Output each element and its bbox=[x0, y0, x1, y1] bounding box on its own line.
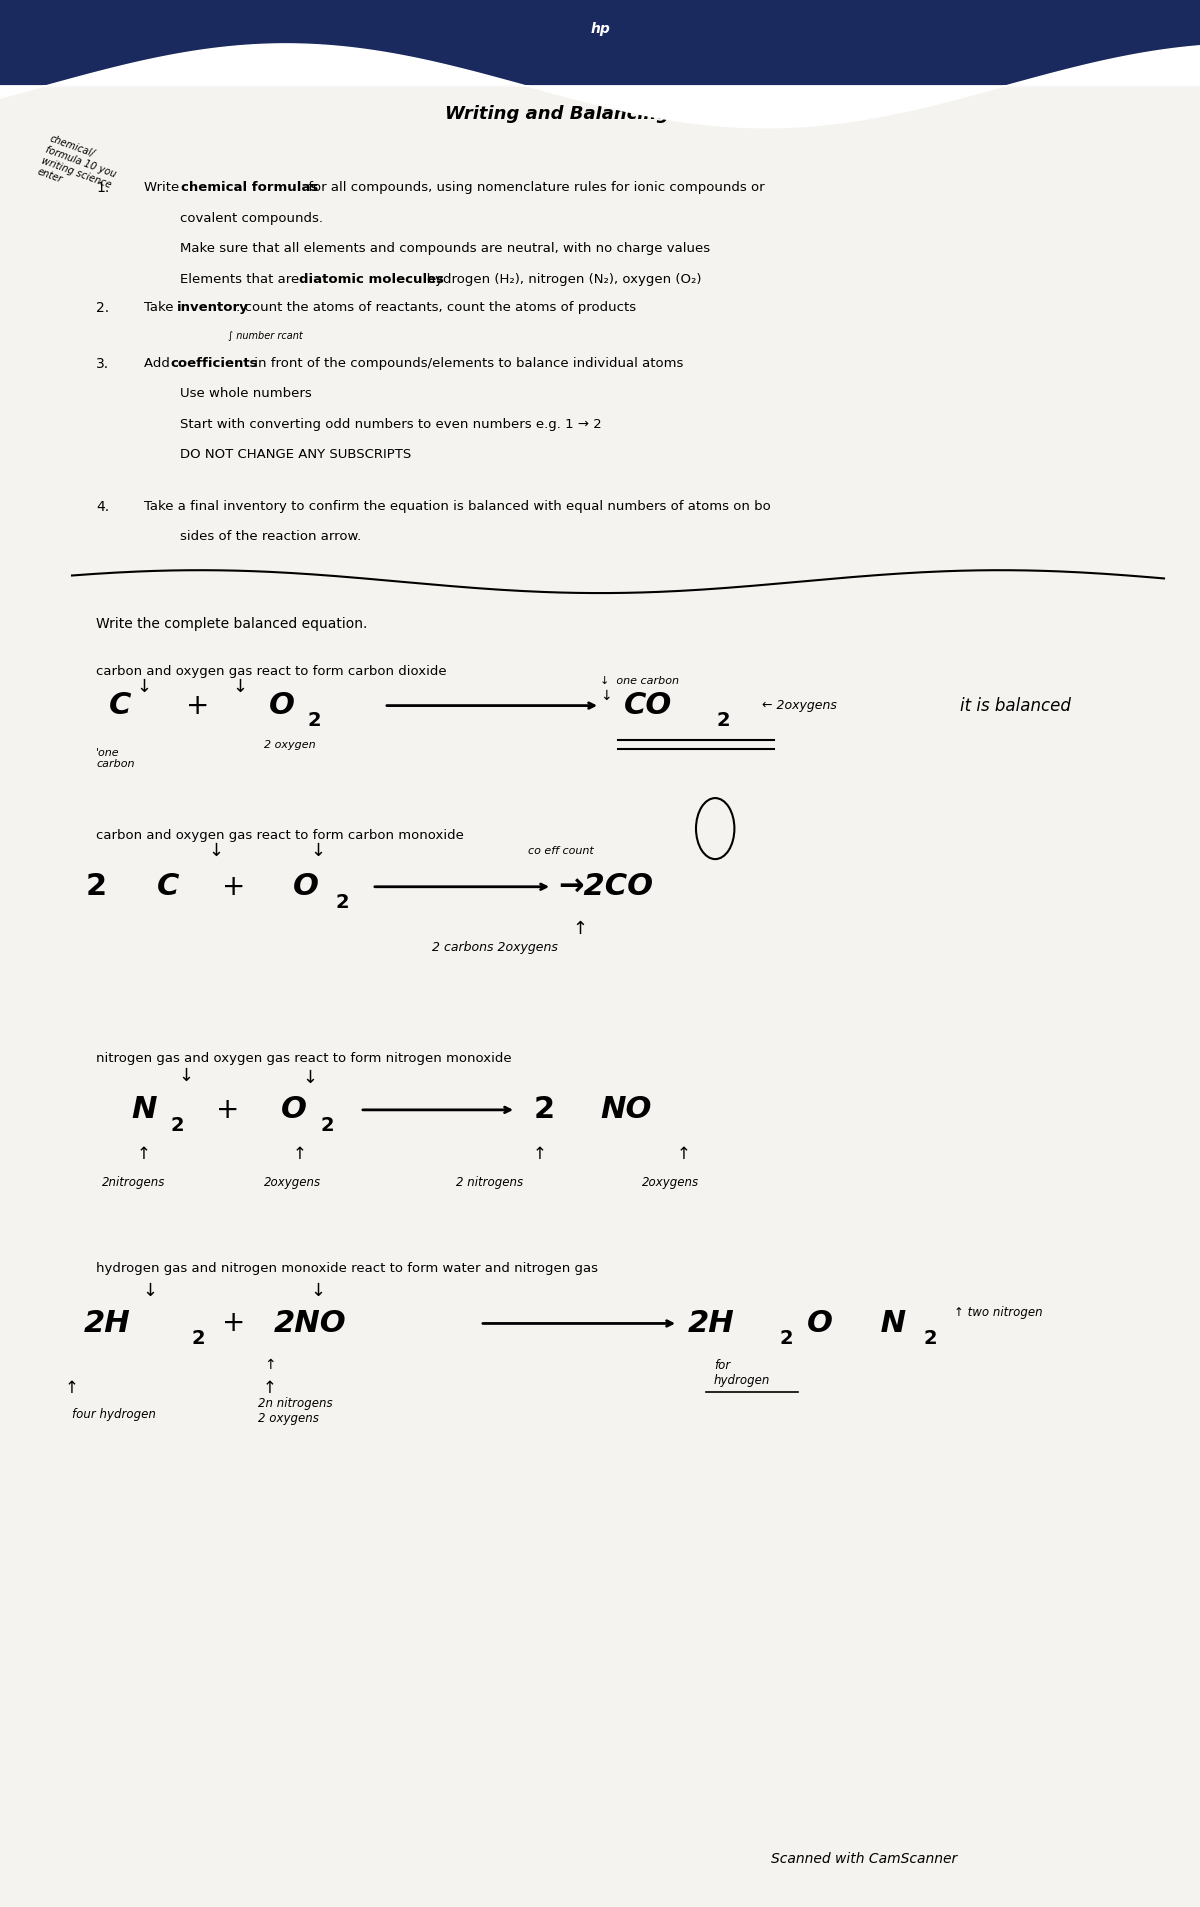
Text: Elements that are: Elements that are bbox=[180, 273, 304, 286]
Text: +: + bbox=[216, 1097, 240, 1123]
Text: 2: 2 bbox=[85, 871, 107, 902]
Text: Add: Add bbox=[144, 357, 174, 370]
Text: 2 oxygen: 2 oxygen bbox=[264, 740, 316, 749]
Text: 2H: 2H bbox=[84, 1308, 131, 1339]
Text: 2.: 2. bbox=[96, 301, 109, 315]
Text: ↓: ↓ bbox=[302, 1068, 317, 1087]
Text: Take a final inventory to confirm the equation is balanced with equal numbers of: Take a final inventory to confirm the eq… bbox=[144, 500, 770, 513]
Text: 2: 2 bbox=[534, 1095, 556, 1125]
Text: carbon and oxygen gas react to form carbon dioxide: carbon and oxygen gas react to form carb… bbox=[96, 666, 446, 677]
Text: nitrogen gas and oxygen gas react to form nitrogen monoxide: nitrogen gas and oxygen gas react to for… bbox=[96, 1053, 511, 1064]
Text: ↓: ↓ bbox=[209, 841, 223, 860]
Text: : count the atoms of reactants, count the atoms of products: : count the atoms of reactants, count th… bbox=[236, 301, 636, 315]
Text: 2: 2 bbox=[716, 711, 731, 730]
Text: Write the complete balanced equation.: Write the complete balanced equation. bbox=[96, 616, 367, 631]
Text: ↑ two nitrogen: ↑ two nitrogen bbox=[954, 1306, 1043, 1318]
Text: C: C bbox=[109, 690, 131, 721]
Text: O: O bbox=[293, 871, 319, 902]
Text: 2: 2 bbox=[320, 1116, 335, 1135]
Text: Make sure that all elements and compounds are neutral, with no charge values: Make sure that all elements and compound… bbox=[180, 242, 710, 256]
Text: ↓: ↓ bbox=[311, 841, 325, 860]
Text: ↓: ↓ bbox=[143, 1282, 157, 1301]
Text: 2: 2 bbox=[335, 892, 349, 912]
Text: ↑: ↑ bbox=[137, 1144, 151, 1163]
Text: ↓  one carbon: ↓ one carbon bbox=[600, 675, 679, 687]
Text: 'one
carbon: 'one carbon bbox=[96, 748, 134, 769]
Text: C: C bbox=[157, 871, 179, 902]
Text: for all compounds, using nomenclature rules for ionic compounds or: for all compounds, using nomenclature ru… bbox=[304, 181, 764, 195]
Text: sides of the reaction arrow.: sides of the reaction arrow. bbox=[180, 530, 361, 543]
Text: +: + bbox=[222, 873, 246, 900]
Text: DO NOT CHANGE ANY SUBSCRIPTS: DO NOT CHANGE ANY SUBSCRIPTS bbox=[180, 448, 412, 461]
Text: 4.: 4. bbox=[96, 500, 109, 513]
Text: ↑: ↑ bbox=[572, 919, 587, 938]
Text: 2: 2 bbox=[923, 1329, 937, 1348]
Text: ↑: ↑ bbox=[533, 1144, 547, 1163]
Text: Take: Take bbox=[144, 301, 178, 315]
Text: Scanned with CamScanner: Scanned with CamScanner bbox=[770, 1852, 958, 1867]
Text: N: N bbox=[131, 1095, 157, 1125]
Text: covalent compounds.: covalent compounds. bbox=[180, 212, 323, 225]
Text: hp: hp bbox=[590, 21, 610, 36]
Text: 2NO: 2NO bbox=[274, 1308, 347, 1339]
Text: hydrogen gas and nitrogen monoxide react to form water and nitrogen gas: hydrogen gas and nitrogen monoxide react… bbox=[96, 1262, 598, 1274]
Text: it is balanced: it is balanced bbox=[960, 696, 1070, 715]
Text: Use whole numbers: Use whole numbers bbox=[180, 387, 312, 400]
Text: for
hydrogen: for hydrogen bbox=[714, 1360, 770, 1386]
Text: ↑: ↑ bbox=[293, 1144, 307, 1163]
Text: ↓: ↓ bbox=[600, 688, 612, 704]
Text: 2oxygens: 2oxygens bbox=[642, 1177, 700, 1188]
Text: four hydrogen: four hydrogen bbox=[72, 1409, 156, 1421]
Text: →2CO: →2CO bbox=[558, 871, 653, 902]
Text: ∫ number rcant: ∫ number rcant bbox=[228, 330, 302, 341]
Text: 2n nitrogens
2 oxygens: 2n nitrogens 2 oxygens bbox=[258, 1398, 332, 1425]
Polygon shape bbox=[0, 0, 1200, 86]
Text: 2: 2 bbox=[170, 1116, 185, 1135]
Text: O: O bbox=[281, 1095, 307, 1125]
Text: ↓: ↓ bbox=[311, 1282, 325, 1301]
Text: diatomic molecules: diatomic molecules bbox=[299, 273, 444, 286]
Text: N: N bbox=[870, 1308, 906, 1339]
Text: +: + bbox=[186, 692, 210, 719]
Text: 2 nitrogens: 2 nitrogens bbox=[456, 1177, 523, 1188]
Text: ↑: ↑ bbox=[677, 1144, 691, 1163]
Text: Writing and Balancing Chemical Equations: Writing and Balancing Chemical Equations bbox=[445, 105, 875, 124]
Text: ↑: ↑ bbox=[264, 1358, 276, 1373]
Text: O: O bbox=[806, 1308, 833, 1339]
Text: ↑: ↑ bbox=[65, 1379, 79, 1398]
Text: in front of the compounds/elements to balance individual atoms: in front of the compounds/elements to ba… bbox=[250, 357, 683, 370]
Text: NO: NO bbox=[600, 1095, 652, 1125]
Text: O: O bbox=[269, 690, 295, 721]
Text: 1.: 1. bbox=[96, 181, 109, 195]
Text: +: + bbox=[222, 1310, 246, 1337]
Text: chemical/
formula 10 you
writing science
enter: chemical/ formula 10 you writing science… bbox=[36, 133, 121, 200]
Text: 2: 2 bbox=[779, 1329, 793, 1348]
Text: ↓: ↓ bbox=[137, 677, 151, 696]
Text: 2nitrogens: 2nitrogens bbox=[102, 1177, 166, 1188]
Text: 2oxygens: 2oxygens bbox=[264, 1177, 322, 1188]
Text: coefficients: coefficients bbox=[170, 357, 258, 370]
Text: ↑: ↑ bbox=[263, 1379, 277, 1398]
Text: CO: CO bbox=[624, 690, 672, 721]
Text: Write: Write bbox=[144, 181, 184, 195]
Text: ← 2oxygens: ← 2oxygens bbox=[762, 700, 836, 711]
Text: inventory: inventory bbox=[178, 301, 248, 315]
Text: : hydrogen (H₂), nitrogen (N₂), oxygen (O₂): : hydrogen (H₂), nitrogen (N₂), oxygen (… bbox=[418, 273, 701, 286]
Text: chemical formulas: chemical formulas bbox=[181, 181, 319, 195]
Text: 2: 2 bbox=[307, 711, 322, 730]
Text: 2H: 2H bbox=[688, 1308, 734, 1339]
Text: ↓: ↓ bbox=[233, 677, 247, 696]
Text: Start with converting odd numbers to even numbers e.g. 1 → 2: Start with converting odd numbers to eve… bbox=[180, 418, 601, 431]
Text: co eff count: co eff count bbox=[528, 845, 594, 856]
Text: carbon and oxygen gas react to form carbon monoxide: carbon and oxygen gas react to form carb… bbox=[96, 830, 464, 841]
Text: 2 carbons 2oxygens: 2 carbons 2oxygens bbox=[432, 942, 558, 954]
Text: 3.: 3. bbox=[96, 357, 109, 370]
Text: ↓: ↓ bbox=[179, 1066, 193, 1085]
Text: 2: 2 bbox=[191, 1329, 205, 1348]
